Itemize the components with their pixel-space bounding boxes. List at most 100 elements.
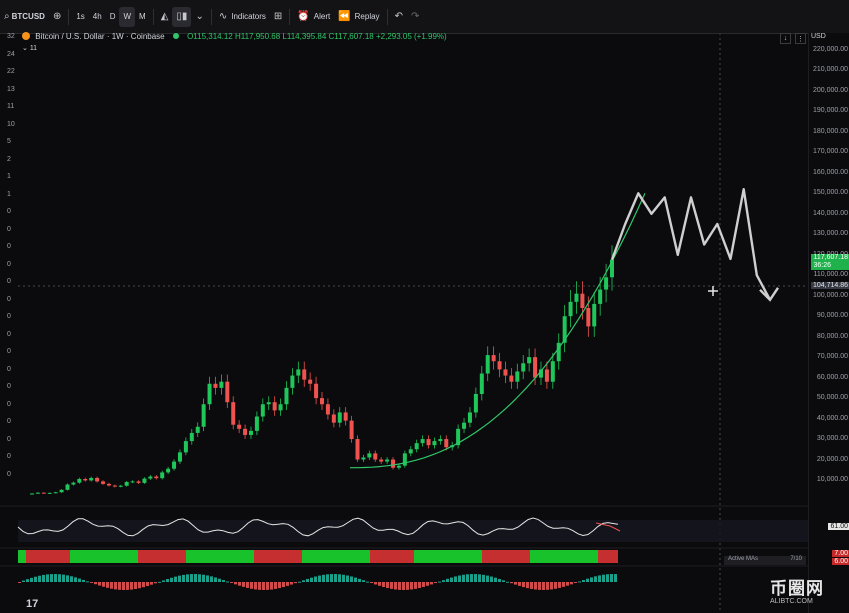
chart-type-dropdown[interactable]: ⌄ (191, 7, 207, 27)
ma-ribbon-segment (406, 550, 410, 563)
ma-ribbon-segment (502, 550, 506, 563)
candle-body (272, 402, 277, 411)
ma-ribbon-segment (298, 550, 302, 563)
histogram-bar (238, 582, 241, 586)
histogram-bar (438, 581, 441, 583)
left-scale-label: 13 (7, 85, 15, 93)
price-axis-label: 110,000.00 (813, 271, 848, 279)
price-axis-label: 150,000.00 (812, 189, 848, 197)
histogram-bar (470, 574, 473, 582)
histogram-bar (42, 574, 45, 582)
histogram-bar (606, 574, 609, 582)
ma-ribbon-segment (330, 550, 334, 563)
bar-style-button[interactable]: ◭ (157, 7, 173, 27)
left-scale-label: 0 (7, 383, 11, 390)
replay-button[interactable]: ⏪ Replay (334, 7, 383, 27)
compare-button[interactable]: ⊕ (49, 7, 65, 27)
ma-ribbon-segment (570, 550, 574, 563)
histogram-bar (46, 574, 49, 582)
candle-body (550, 361, 555, 382)
ma-ribbon-segment (90, 550, 94, 563)
redo-button[interactable]: ↷ (407, 7, 423, 27)
histogram-bar (218, 578, 221, 582)
alert-button[interactable]: ⏰ Alert (293, 7, 334, 27)
histogram-bar (258, 582, 261, 590)
ma-ribbon-segment (106, 550, 110, 563)
candle-body (527, 357, 532, 364)
ma-ribbon-segment (586, 550, 590, 563)
ma-ribbon-segment (234, 550, 238, 563)
histogram-bar (126, 582, 129, 590)
ma-ribbon-segment (370, 550, 374, 563)
histogram-bar (22, 580, 25, 582)
ma-ribbon-segment (602, 550, 606, 563)
currency-label[interactable]: USD (811, 33, 826, 40)
indicators-toggle[interactable]: ⌄ 11 (22, 44, 37, 52)
histogram-bar (158, 581, 161, 583)
histogram-bar (98, 582, 101, 586)
histogram-bar (434, 582, 437, 584)
undo-button[interactable]: ↶ (391, 7, 407, 27)
candle-body (343, 412, 348, 421)
ma-ribbon-segment (186, 550, 190, 563)
crosshair-price-tag: 104,714.86 (810, 282, 849, 290)
redo-icon: ↷ (410, 11, 420, 22)
tf-4h[interactable]: 4h (92, 12, 102, 21)
histogram-bar (318, 575, 321, 582)
histogram-bar (206, 575, 209, 582)
histogram-bar (414, 582, 417, 589)
candle-body (320, 398, 324, 405)
candle-body (538, 369, 543, 378)
price-axis-label: 40,000.00 (816, 414, 848, 422)
histogram-bar (326, 574, 329, 582)
histogram-bar (30, 577, 33, 582)
histogram-bar (166, 579, 169, 582)
ma-ribbon-segment (510, 550, 514, 563)
histogram-bar (190, 574, 193, 582)
ma-ribbon-segment (398, 550, 402, 563)
price-axis-label: 220,000.00 (812, 46, 848, 53)
tf-w[interactable]: W (119, 6, 136, 27)
histogram-bar (62, 574, 65, 582)
ma-ribbon-segment (270, 550, 274, 563)
indicators-button[interactable]: ∿ Indicators (215, 7, 270, 27)
ma-ribbon-segment (310, 550, 314, 563)
candle-body (426, 439, 431, 446)
candle-body (35, 492, 40, 494)
candle-body (331, 414, 336, 423)
left-scale-label: 22 (7, 68, 15, 75)
candle-body (201, 404, 206, 427)
candle-body (41, 492, 46, 494)
candle-body (367, 453, 372, 458)
histogram-bar (538, 582, 541, 590)
histogram-bar (162, 580, 165, 582)
ma-ribbon-segment (550, 550, 554, 563)
left-scale-label: 0 (7, 418, 11, 425)
ma-ribbon-segment (262, 550, 266, 563)
active-mas-count: 7/10 (790, 556, 802, 562)
symbol-search-button[interactable]: ⌕ BTCUSD (0, 7, 49, 27)
candle-body (77, 478, 82, 483)
tf-1s[interactable]: 1s (76, 12, 85, 21)
candle-style-button[interactable]: ▯▮ (172, 6, 192, 27)
histogram-bar (122, 582, 125, 590)
price-axis[interactable]: 220,000.00 210,000.00 200,000.00 190,000.00… (808, 33, 849, 613)
ma-ribbon-segment (438, 550, 442, 563)
arrow-down-icon[interactable]: ↓ (780, 33, 791, 44)
histogram-bar (546, 582, 549, 590)
candle-body (266, 402, 271, 405)
tf-d[interactable]: D (109, 12, 116, 21)
ma-ribbon-segment (610, 550, 614, 563)
left-scale-label: 10 (7, 120, 15, 128)
ma-ribbon-segment (422, 550, 426, 563)
layouts-button[interactable]: ⊞ (270, 7, 286, 27)
tf-m[interactable]: M (139, 12, 146, 21)
histogram-bar (142, 582, 145, 588)
histogram-bar (94, 582, 97, 585)
histogram-bar (526, 582, 529, 589)
tradingview-logo[interactable]: 17 (26, 598, 39, 610)
ma-ribbon-segment (326, 550, 330, 563)
parabolic-trend-curve (350, 193, 646, 469)
more-icon[interactable]: ⋮ (795, 33, 806, 44)
